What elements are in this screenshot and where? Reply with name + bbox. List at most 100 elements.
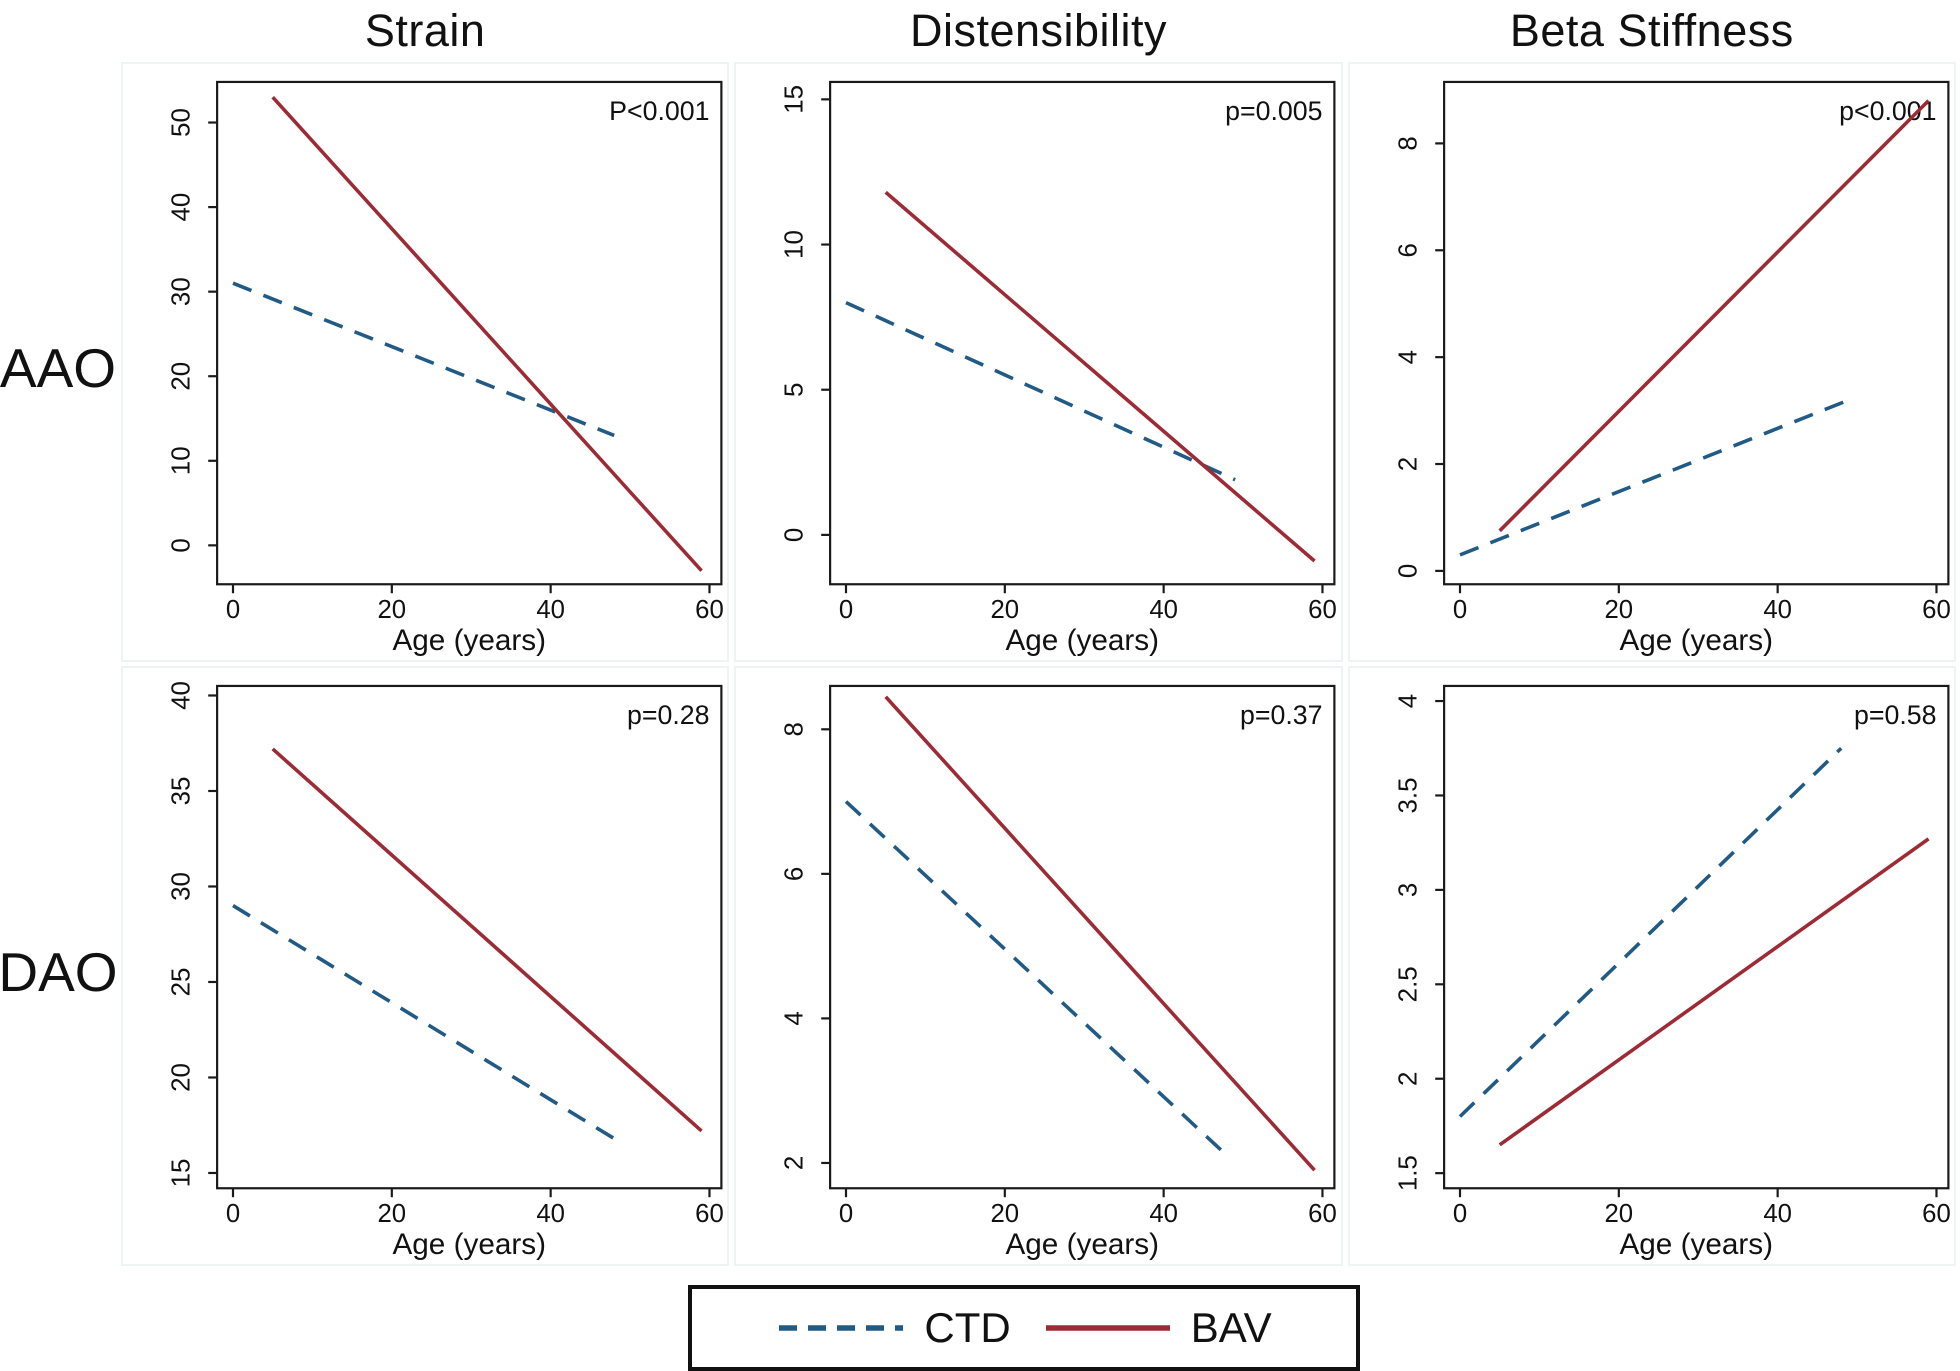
p-value-label: p=0.005: [1225, 96, 1322, 126]
y-tick-label: 4: [1394, 694, 1422, 708]
x-tick-label: 60: [695, 1200, 724, 1228]
x-tick-label: 0: [1452, 596, 1466, 624]
y-tick-label: 10: [167, 446, 195, 475]
chart-dao-beta-stiffness: 0 20 40 60 1.5 2 2.5 3 3.5 4 Age (years) p=0.58: [1347, 666, 1956, 1266]
chart-aao-distensibility: 0 20 40 60 0 5 10 15 Age (years) p=0.005: [734, 62, 1343, 662]
series-line-ctd: [845, 800, 1229, 1158]
series-line-bav: [1498, 837, 1930, 1147]
plot-box: [829, 684, 1336, 1190]
x-tick-label: 0: [1452, 1200, 1466, 1228]
x-axis-label: Age (years): [1619, 624, 1773, 657]
y-tick-label: 5: [781, 383, 809, 397]
y-tick-label: 4: [1394, 350, 1422, 364]
x-axis-label: Age (years): [392, 1228, 546, 1261]
y-tick-label: 2: [1394, 457, 1422, 471]
y-tick-label: 2: [1394, 1072, 1422, 1086]
x-tick-label: 40: [1763, 596, 1792, 624]
y-tick-label: 40: [167, 193, 195, 222]
series-line-ctd: [232, 281, 615, 438]
x-tick-label: 60: [1308, 596, 1337, 624]
x-tick-label: 0: [226, 1200, 240, 1228]
x-tick-label: 20: [377, 596, 406, 624]
x-tick-label: 60: [1922, 1200, 1951, 1228]
y-tick-label: 2: [781, 1156, 809, 1170]
y-tick-label: 50: [167, 108, 195, 137]
y-tick-label: 40: [167, 681, 195, 710]
x-axis-label: Age (years): [1619, 1228, 1773, 1261]
legend-label-bav: BAV: [1190, 1304, 1272, 1351]
chart-dao-strain: 0 20 40 60 15 20 25 30 35 40 Age (years) p=0.28: [121, 666, 730, 1266]
series-line-bav: [271, 747, 703, 1133]
series-line-ctd: [1458, 398, 1850, 557]
x-tick-label: 60: [1308, 1200, 1337, 1228]
y-tick-label: 0: [1394, 564, 1422, 578]
x-tick-label: 40: [1150, 596, 1179, 624]
x-tick-label: 60: [695, 596, 724, 624]
chart-aao-strain: 0 20 40 60 0 10 20 30 40 50 Age (years) P<0.001: [121, 62, 730, 662]
y-tick-label: 20: [167, 362, 195, 391]
x-axis-label: Age (years): [1006, 624, 1160, 657]
series-line-bav: [884, 695, 1317, 1172]
column-title-beta-stiffness: Beta Stiffness: [1509, 5, 1794, 56]
y-tick-label: 30: [167, 872, 195, 901]
series-line-ctd: [845, 300, 1237, 482]
series-line-ctd: [232, 904, 616, 1141]
plot-box: [829, 80, 1336, 586]
y-tick-label: 6: [781, 867, 809, 881]
legend-ctd-line-sample: [779, 1325, 904, 1331]
column-title-distensibility: Distensibility: [909, 5, 1168, 56]
p-value-label: p=0.28: [627, 700, 710, 730]
x-tick-label: 40: [1763, 1200, 1792, 1228]
x-tick-label: 20: [991, 596, 1020, 624]
plot-box: [216, 80, 723, 586]
y-tick-label: 20: [167, 1063, 195, 1092]
p-value-label: P<0.001: [609, 96, 709, 126]
x-tick-label: 40: [536, 596, 565, 624]
x-tick-label: 0: [226, 596, 240, 624]
y-tick-label: 25: [167, 968, 195, 997]
x-tick-label: 40: [536, 1200, 565, 1228]
series-line-bav: [271, 95, 703, 572]
y-tick-label: 3.5: [1394, 777, 1422, 813]
x-tick-label: 20: [1604, 1200, 1633, 1228]
y-tick-label: 6: [1394, 243, 1422, 257]
y-tick-label: 2.5: [1394, 966, 1422, 1002]
chart-grid: Strain Distensibility Beta Stiffness AAO…: [0, 5, 1956, 1266]
x-axis-label: Age (years): [1006, 1228, 1160, 1261]
y-tick-label: 15: [781, 85, 809, 114]
y-tick-label: 8: [781, 722, 809, 736]
y-tick-label: 10: [781, 230, 809, 259]
row-label-aao: AAO: [0, 337, 117, 399]
p-value-label: p=0.37: [1240, 700, 1323, 730]
column-title-strain: Strain: [364, 5, 486, 56]
y-tick-label: 0: [781, 528, 809, 542]
series-line-bav: [884, 190, 1317, 563]
series-line-bav: [1498, 99, 1930, 533]
legend-bav-line-sample: [1045, 1325, 1170, 1331]
y-tick-label: 8: [1394, 136, 1422, 150]
x-tick-label: 20: [1604, 596, 1633, 624]
plot-box: [1442, 80, 1950, 586]
x-tick-label: 0: [839, 1200, 853, 1228]
y-tick-label: 1.5: [1394, 1155, 1422, 1191]
p-value-label: p<0.001: [1839, 96, 1936, 126]
x-tick-label: 60: [1922, 596, 1951, 624]
x-tick-label: 20: [377, 1200, 406, 1228]
plot-box: [1442, 684, 1950, 1190]
legend-label-ctd: CTD: [924, 1304, 1011, 1351]
legend-box: CTD BAV: [688, 1285, 1360, 1371]
y-tick-label: 15: [167, 1159, 195, 1188]
chart-aao-beta-stiffness: 0 20 40 60 0 2 4 6 8 Age (years) p<0.001: [1347, 62, 1956, 662]
y-tick-label: 30: [167, 277, 195, 306]
y-tick-label: 4: [781, 1011, 809, 1025]
y-tick-label: 0: [167, 538, 195, 552]
x-tick-label: 20: [991, 1200, 1020, 1228]
x-tick-label: 0: [839, 596, 853, 624]
x-tick-label: 40: [1150, 1200, 1179, 1228]
y-tick-label: 35: [167, 777, 195, 806]
plot-box: [216, 684, 723, 1190]
y-tick-label: 3: [1394, 883, 1422, 897]
x-axis-label: Age (years): [392, 624, 546, 657]
p-value-label: p=0.58: [1854, 700, 1937, 730]
